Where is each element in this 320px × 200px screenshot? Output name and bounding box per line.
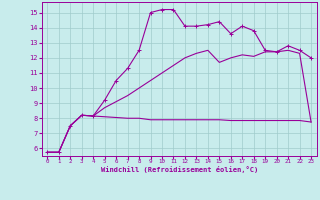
- X-axis label: Windchill (Refroidissement éolien,°C): Windchill (Refroidissement éolien,°C): [100, 166, 258, 173]
